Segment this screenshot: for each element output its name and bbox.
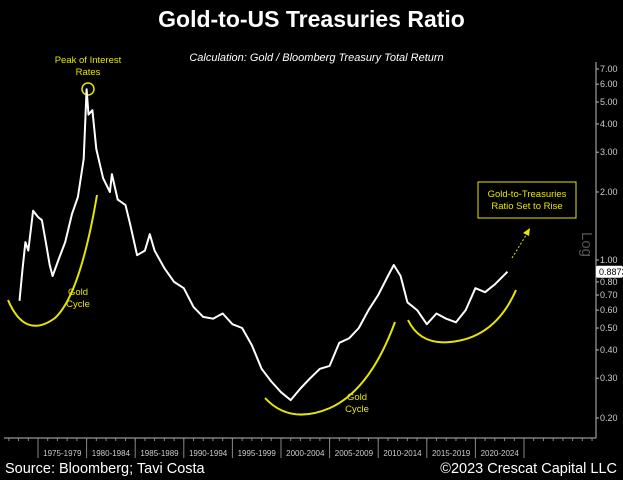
x-tick-label: 1990-1994: [189, 449, 228, 458]
source-text: Source: Bloomberg; Tavi Costa: [5, 461, 205, 477]
x-tick-label: 1980-1984: [92, 449, 131, 458]
y-tick-label: 0.80: [600, 277, 618, 287]
y-tick-label: 1.00: [600, 255, 618, 265]
outlook-box: [477, 181, 577, 219]
gold-cycle-label-2: Gold: [347, 392, 367, 403]
last-value-label: 0.8873: [599, 267, 623, 277]
x-tick-label: 2010-2014: [383, 449, 422, 458]
peak-marker: [81, 82, 95, 96]
gold-cycle-arc-2: [264, 321, 396, 416]
arrow-head-icon: [523, 228, 530, 236]
x-tick-label: 1975-1979: [43, 449, 82, 458]
y-tick-label: 0.70: [600, 290, 618, 300]
gold-cycle-arc-1: [7, 194, 98, 327]
outlook-annotation: Gold-to-Treasuries: [488, 189, 567, 200]
x-tick-label: 2015-2019: [432, 449, 471, 458]
copyright-text: ©2023 Crescat Capital LLC: [440, 461, 617, 477]
y-axis-label: Log: [578, 232, 595, 257]
chart-title: Gold-to-US Treasuries Ratio: [158, 6, 465, 32]
y-tick-label: 7.00: [600, 64, 618, 74]
chart-subtitle: Calculation: Gold / Bloomberg Treasury T…: [189, 52, 444, 64]
y-tick-label: 2.00: [600, 187, 618, 197]
last-value-tag: [596, 265, 623, 278]
peak-annotation: Rates: [76, 67, 101, 78]
y-tick-label: 3.00: [600, 147, 618, 157]
y-tick-label: 0.20: [600, 413, 618, 423]
rise-arc: [407, 289, 517, 344]
y-tick-label: 5.00: [600, 97, 618, 107]
gold-cycle-label-1: Cycle: [66, 299, 90, 310]
y-tick-label: 6.00: [600, 79, 618, 89]
ratio-line: [18, 88, 509, 402]
x-tick-label: 1995-1999: [238, 449, 277, 458]
y-tick-label: 0.30: [600, 373, 618, 383]
x-tick-label: 2000-2004: [286, 449, 325, 458]
gold-cycle-label-2: Cycle: [345, 404, 369, 415]
peak-annotation: Peak of Interest: [55, 55, 122, 66]
y-tick-label: 0.40: [600, 345, 618, 355]
outlook-annotation: Ratio Set to Rise: [491, 201, 562, 212]
y-tick-label: 4.00: [600, 119, 618, 129]
x-tick-label: 2020-2024: [481, 449, 520, 458]
outlook-arrow: [511, 231, 529, 259]
y-tick-label: 0.60: [600, 305, 618, 315]
x-tick-label: 2005-2009: [335, 449, 374, 458]
x-tick-label: 1985-1989: [140, 449, 179, 458]
gold-cycle-label-1: Gold: [68, 287, 88, 298]
y-tick-label: 0.50: [600, 323, 618, 333]
